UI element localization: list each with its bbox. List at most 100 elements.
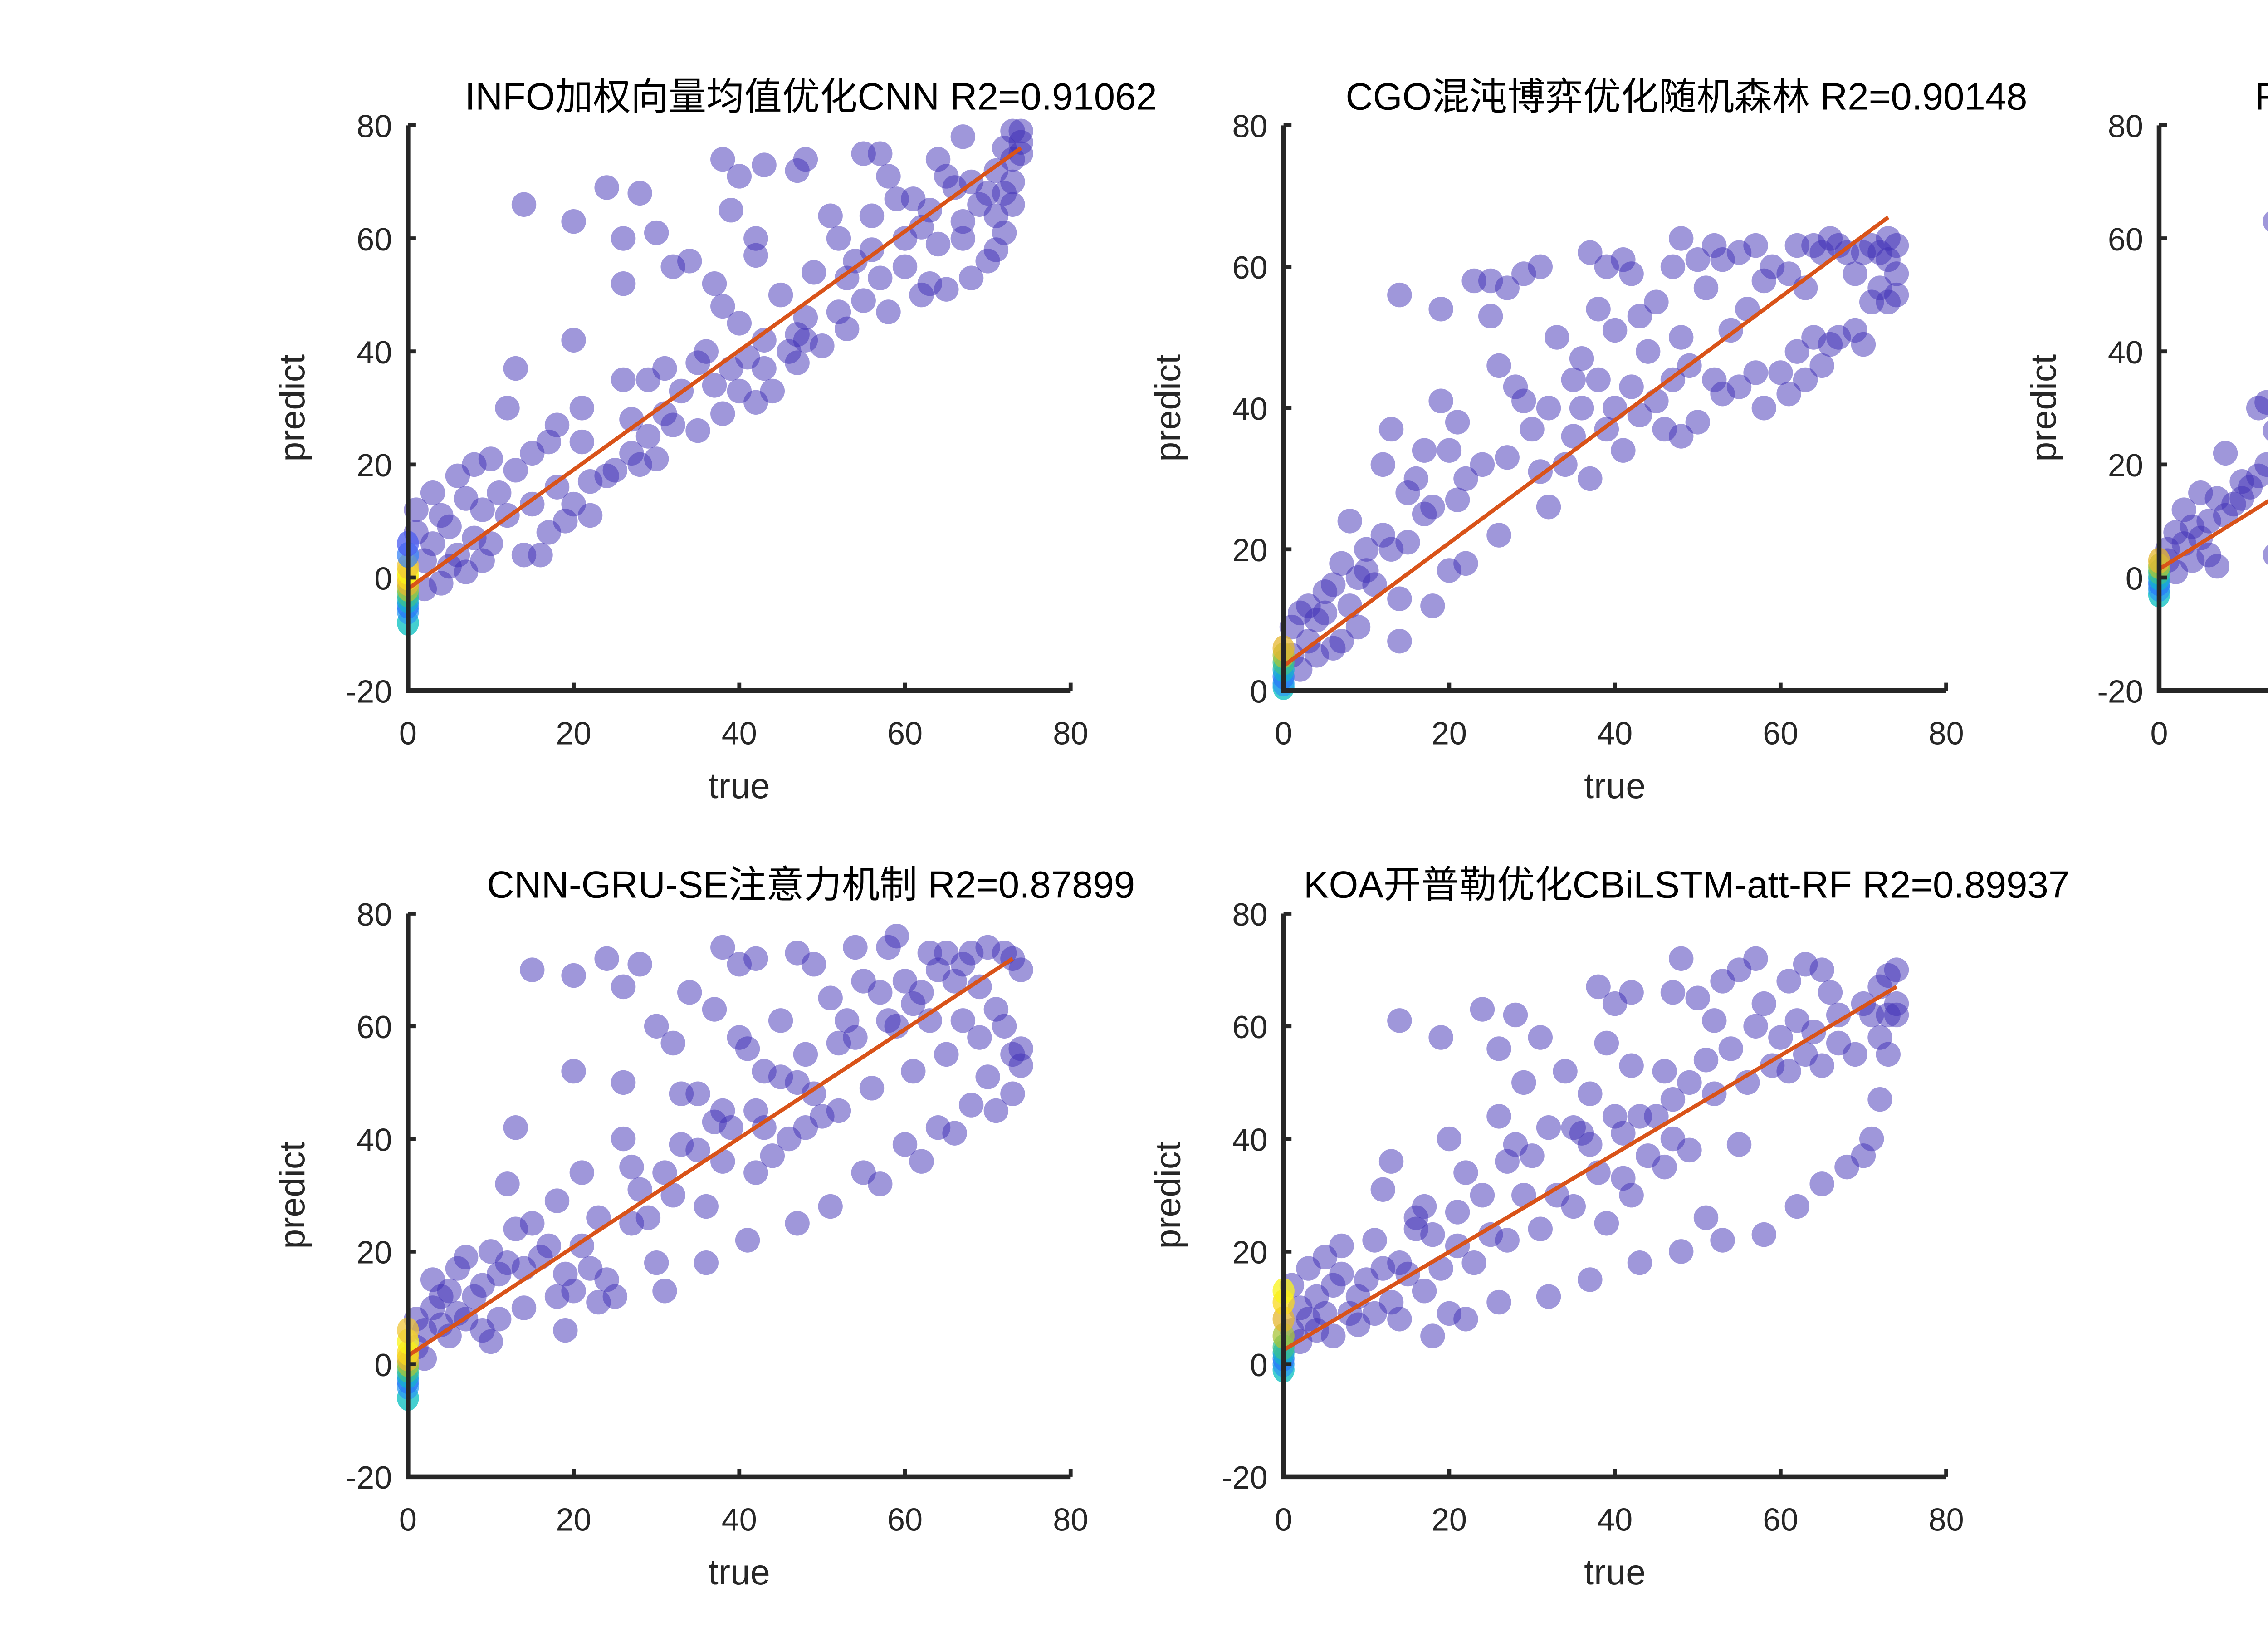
scatter-point [1511, 1070, 1536, 1095]
scatter-point [437, 1323, 462, 1348]
scatter-point [437, 514, 462, 539]
scatter-point [1420, 593, 1445, 618]
scatter-point [561, 1279, 586, 1304]
scatter-point [1321, 1323, 1346, 1348]
scatter-point [1420, 1323, 1445, 1348]
scatter-point [1627, 304, 1652, 329]
scatter-series [397, 118, 1033, 636]
scatter-point [1776, 381, 1801, 407]
scatter-point [652, 1279, 677, 1304]
scatter-point [752, 1115, 777, 1140]
scatter-point [1627, 1250, 1652, 1275]
scatter-point [1486, 1036, 1511, 1061]
scatter-point [942, 1121, 967, 1146]
scatter-point [752, 152, 777, 177]
scatter-point [1669, 226, 1694, 251]
subplot-title: RIME霜冰优化XGBoost R2=0.91079 [2255, 75, 2268, 118]
scatter-point [967, 974, 992, 1000]
scatter-point [1470, 452, 1495, 477]
scatter-point [1685, 247, 1710, 272]
scatter-point [727, 164, 752, 189]
scatter-point [1743, 946, 1768, 971]
scatter-point [1387, 628, 1412, 654]
scatter-point [1329, 628, 1354, 654]
subplot-title: KOA开普勒优化CBiLSTM-att-RF R2=0.89937 [1304, 863, 2069, 906]
scatter-point [1809, 1171, 1834, 1196]
scatter-point [453, 1245, 479, 1269]
subplot-title: INFO加权向量均值优化CNN R2=0.91062 [465, 75, 1157, 118]
scatter-point [1453, 1307, 1478, 1332]
scatter-point [619, 1154, 644, 1180]
scatter-point [1784, 1194, 1810, 1219]
y-tick-label: 20 [2108, 447, 2143, 483]
scatter-point [544, 1188, 570, 1213]
scatter-series [1272, 226, 1909, 700]
scatter-point [694, 1250, 719, 1275]
scatter-point [1321, 572, 1346, 597]
scatter-point [602, 1284, 628, 1309]
y-tick-label: -20 [1222, 1460, 1267, 1495]
x-axis-label: true [709, 766, 770, 806]
fit-line [1282, 985, 1898, 1352]
x-axis-label: true [1584, 1552, 1646, 1592]
scatter-point [1329, 1261, 1354, 1287]
scatter-point [1569, 396, 1594, 421]
scatter-point [1751, 1222, 1777, 1247]
scatter-point [934, 277, 959, 302]
scatter-point [1611, 438, 1636, 463]
y-tick-label: 60 [357, 1009, 392, 1045]
scatter-point [768, 1008, 793, 1033]
scatter-point [1611, 1121, 1636, 1146]
scatter-series [2148, 211, 2268, 608]
scatter-point [644, 446, 669, 471]
y-tick-label: 80 [357, 108, 392, 144]
scatter-point [2254, 390, 2268, 415]
scatter-point [1619, 980, 1644, 1005]
scatter-point [1329, 551, 1354, 576]
scatter-point [1652, 1154, 1677, 1180]
scatter-point [950, 124, 976, 149]
scatter-point [1627, 402, 1652, 428]
scatter-point [743, 1160, 768, 1185]
scatter-point [1528, 1216, 1553, 1241]
scatter-point [727, 311, 752, 336]
scatter-point [1445, 487, 1470, 512]
scatter-point [1536, 396, 1561, 421]
scatter-point [868, 141, 893, 166]
scatter-point [1884, 957, 1909, 982]
scatter-point [1478, 304, 1503, 329]
scatter-point [768, 282, 793, 308]
scatter-point [503, 458, 528, 483]
scatter-point [594, 946, 619, 971]
scatter-point [478, 1329, 503, 1354]
scatter-point [1859, 1126, 1884, 1152]
x-axis-label: true [1584, 766, 1646, 806]
scatter-point [909, 1149, 934, 1174]
scatter-point [1370, 1177, 1396, 1202]
x-tick-label: 40 [722, 1501, 757, 1537]
scatter-point [1428, 1025, 1453, 1050]
scatter-point [1528, 254, 1553, 279]
scatter-point [1008, 141, 1033, 166]
scatter-point [835, 316, 860, 342]
scatter-point [1602, 396, 1628, 421]
scatter-point [1669, 1239, 1694, 1264]
scatter-point [495, 396, 520, 421]
scatter-point [1445, 1200, 1470, 1225]
scatter-point [1437, 1126, 1462, 1152]
y-tick-label: 80 [357, 897, 392, 932]
y-axis-label: predict [2024, 354, 2063, 462]
y-tick-label: 20 [1232, 532, 1267, 568]
scatter-point [677, 249, 702, 274]
scatter-point [2213, 441, 2238, 466]
fit-line [1282, 216, 1890, 668]
scatter-point [627, 181, 652, 206]
scatter-point [868, 265, 893, 290]
scatter-point [1685, 410, 1710, 435]
scatter-point [1495, 445, 1520, 470]
scatter-point [520, 957, 545, 982]
scatter-point [536, 1233, 561, 1259]
scatter-point [577, 503, 603, 528]
y-tick-label: 40 [1232, 1122, 1267, 1157]
